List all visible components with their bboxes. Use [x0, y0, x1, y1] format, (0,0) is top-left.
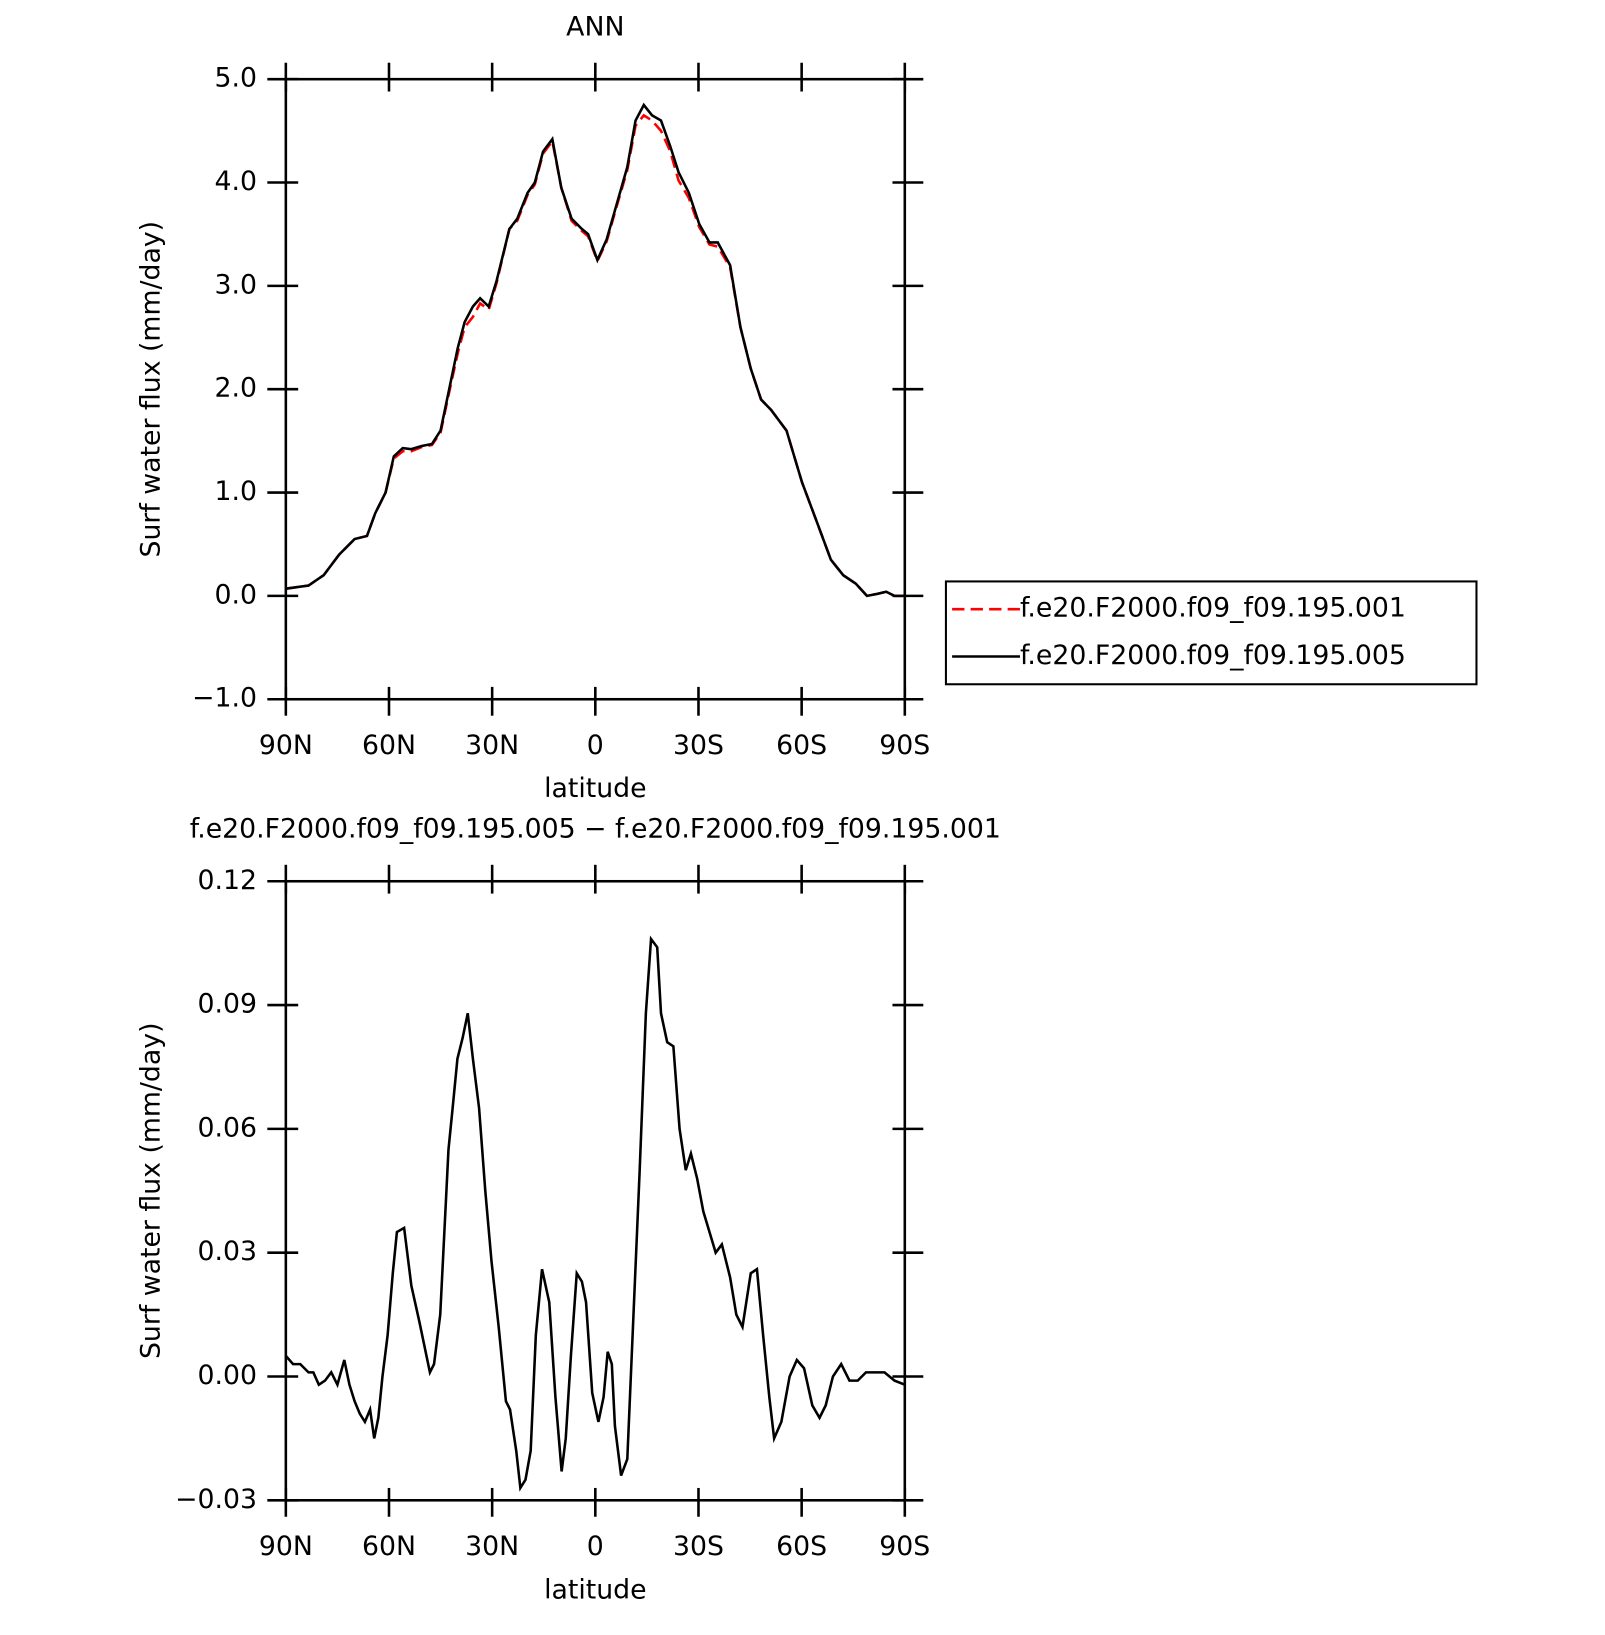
y-tick-label: −1.0	[192, 683, 257, 714]
plot-frame	[284, 879, 907, 1502]
x-tick-label: 90N	[259, 730, 313, 761]
x-tick-label: 60S	[776, 730, 827, 761]
x-axis-label: latitude	[544, 1574, 647, 1605]
legend-box	[944, 580, 1478, 686]
x-tick-label: 60N	[362, 730, 416, 761]
series-line	[284, 935, 906, 1492]
x-tick-label: 0	[587, 730, 604, 761]
y-tick-label: 0.00	[198, 1360, 257, 1391]
y-tick-label: 0.09	[198, 989, 257, 1020]
y-tick-label: −0.03	[175, 1484, 257, 1515]
x-tick-label: 30S	[673, 1531, 724, 1562]
x-tick-label: 0	[587, 1531, 604, 1562]
plot-frame	[284, 77, 907, 701]
y-tick-label: 0.12	[198, 865, 257, 896]
y-tick-label: 1.0	[215, 476, 257, 507]
legend-label: f.e20.F2000.f09_f09.195.001	[1020, 593, 1406, 624]
chart-title: ANN	[566, 11, 624, 42]
y-tick-label: 5.0	[215, 63, 257, 94]
x-tick-label: 60N	[362, 1531, 416, 1562]
series-line	[285, 113, 905, 598]
y-axis-label: Surf water flux (mm/day)	[136, 221, 167, 558]
x-tick-label: 60S	[776, 1531, 827, 1562]
y-tick-label: 3.0	[215, 269, 257, 300]
y-tick-label: 0.0	[215, 579, 257, 610]
y-axis-label: Surf water flux (mm/day)	[136, 1023, 167, 1360]
legend-label: f.e20.F2000.f09_f09.195.005	[1020, 640, 1406, 671]
x-tick-label: 90N	[259, 1531, 313, 1562]
series-line	[285, 102, 905, 598]
chart-title: f.e20.F2000.f09_f09.195.005 − f.e20.F200…	[190, 813, 1001, 844]
x-tick-label: 90S	[879, 730, 930, 761]
x-tick-label: 30N	[465, 1531, 519, 1562]
y-tick-label: 0.03	[198, 1236, 257, 1267]
y-tick-label: 0.06	[198, 1112, 257, 1143]
x-tick-label: 90S	[879, 1531, 930, 1562]
x-tick-label: 30S	[673, 730, 724, 761]
y-tick-label: 2.0	[215, 373, 257, 404]
y-tick-label: 4.0	[215, 166, 257, 197]
x-axis-label: latitude	[544, 773, 647, 804]
x-tick-label: 30N	[465, 730, 519, 761]
